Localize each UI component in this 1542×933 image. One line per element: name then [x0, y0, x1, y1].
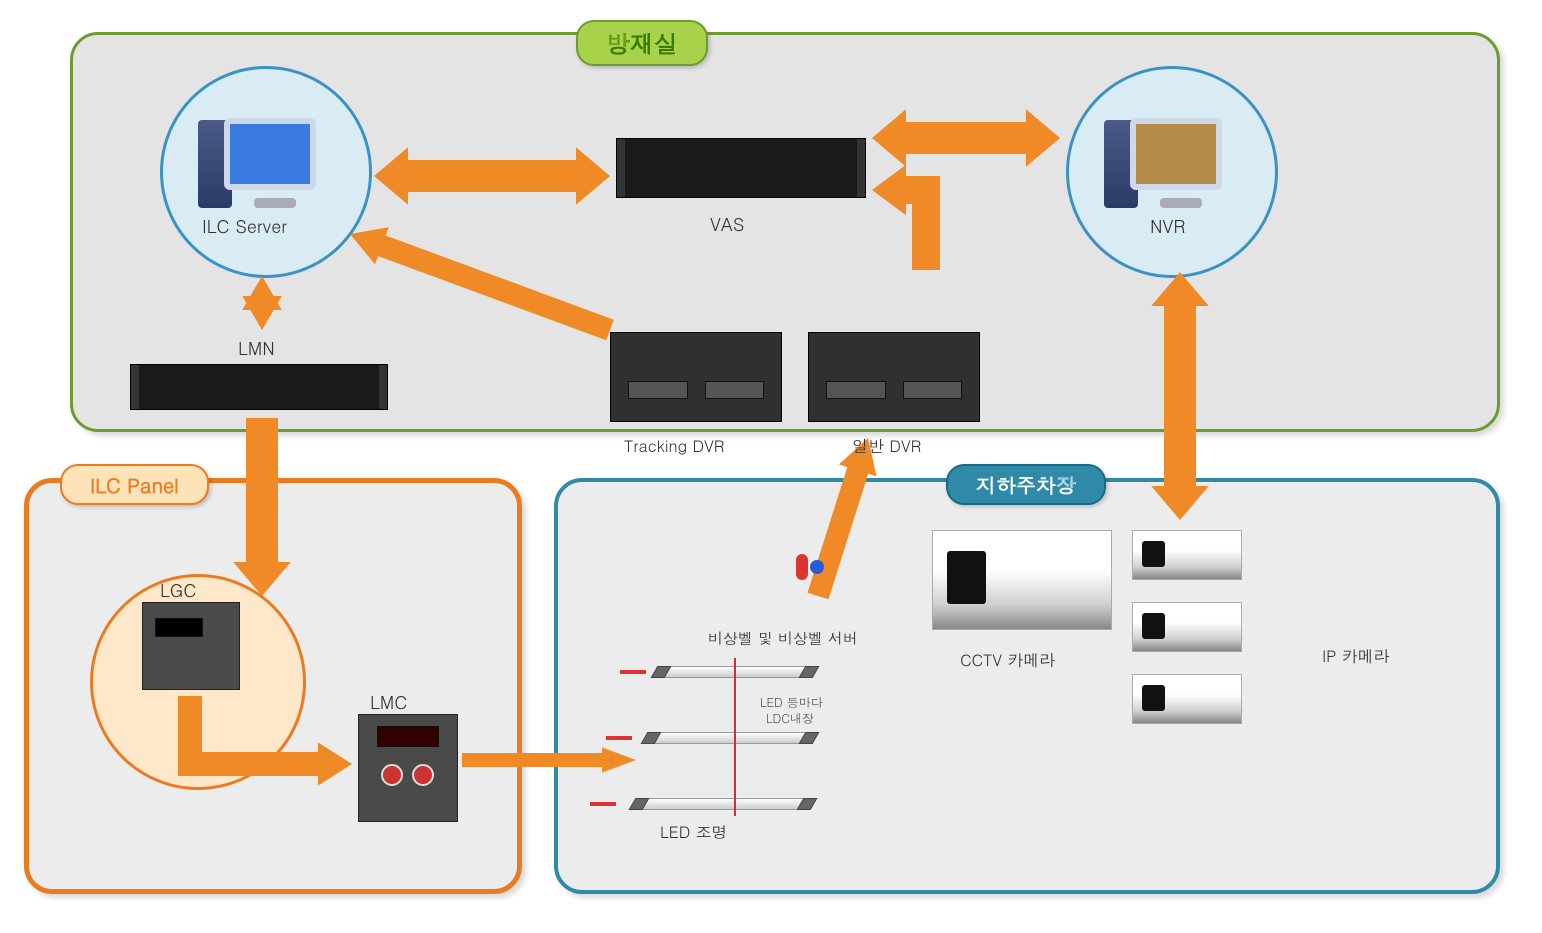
led-tube-icon	[635, 798, 812, 810]
lmc-device	[358, 714, 458, 822]
diagram-canvas: 방재실 ILC Panel 지하주차장	[20, 20, 1522, 913]
lmn-device	[130, 364, 388, 410]
lgc-device	[142, 602, 240, 690]
vas-device	[616, 138, 866, 198]
ip-cam-label: IP 카메라	[1322, 644, 1390, 667]
cctv-camera-icon	[932, 530, 1112, 630]
led-tick	[590, 802, 616, 806]
lgc-label: LGC	[160, 578, 196, 603]
normal-dvr-label: 일반 DVR	[852, 434, 921, 457]
control-room-title: 방재실	[576, 20, 708, 66]
led-vertical-line	[734, 658, 736, 816]
normal-dvr-device	[808, 332, 980, 422]
led-light-label: LED 조명	[660, 820, 728, 843]
emergency-bell-icon	[796, 554, 808, 580]
parking-title: 지하주차장	[946, 464, 1106, 505]
led-note-1: LED 등마다	[760, 694, 823, 711]
ilc-server-icon	[198, 98, 328, 208]
led-tick	[606, 736, 632, 740]
ilc-panel-title: ILC Panel	[60, 464, 209, 505]
emergency-bell-server-icon	[810, 560, 824, 574]
ip-camera-icon	[1132, 674, 1242, 724]
bell-label: 비상벨 및 비상벨 서버	[708, 628, 858, 649]
lmn-label: LMN	[238, 336, 275, 361]
tracking-dvr-label: Tracking DVR	[624, 434, 724, 457]
led-tube-icon	[647, 732, 814, 744]
ilc-server-label: ILC Server	[202, 214, 287, 239]
nvr-icon	[1104, 98, 1234, 208]
nvr-label: NVR	[1150, 214, 1185, 239]
led-note-2: LDC내장	[766, 710, 814, 727]
lmc-label: LMC	[370, 690, 407, 715]
vas-label: VAS	[710, 212, 744, 237]
ip-camera-icon	[1132, 602, 1242, 652]
ip-camera-icon	[1132, 530, 1242, 580]
cctv-label: CCTV 카메라	[960, 648, 1055, 671]
tracking-dvr-device	[610, 332, 782, 422]
led-tick	[620, 670, 646, 674]
